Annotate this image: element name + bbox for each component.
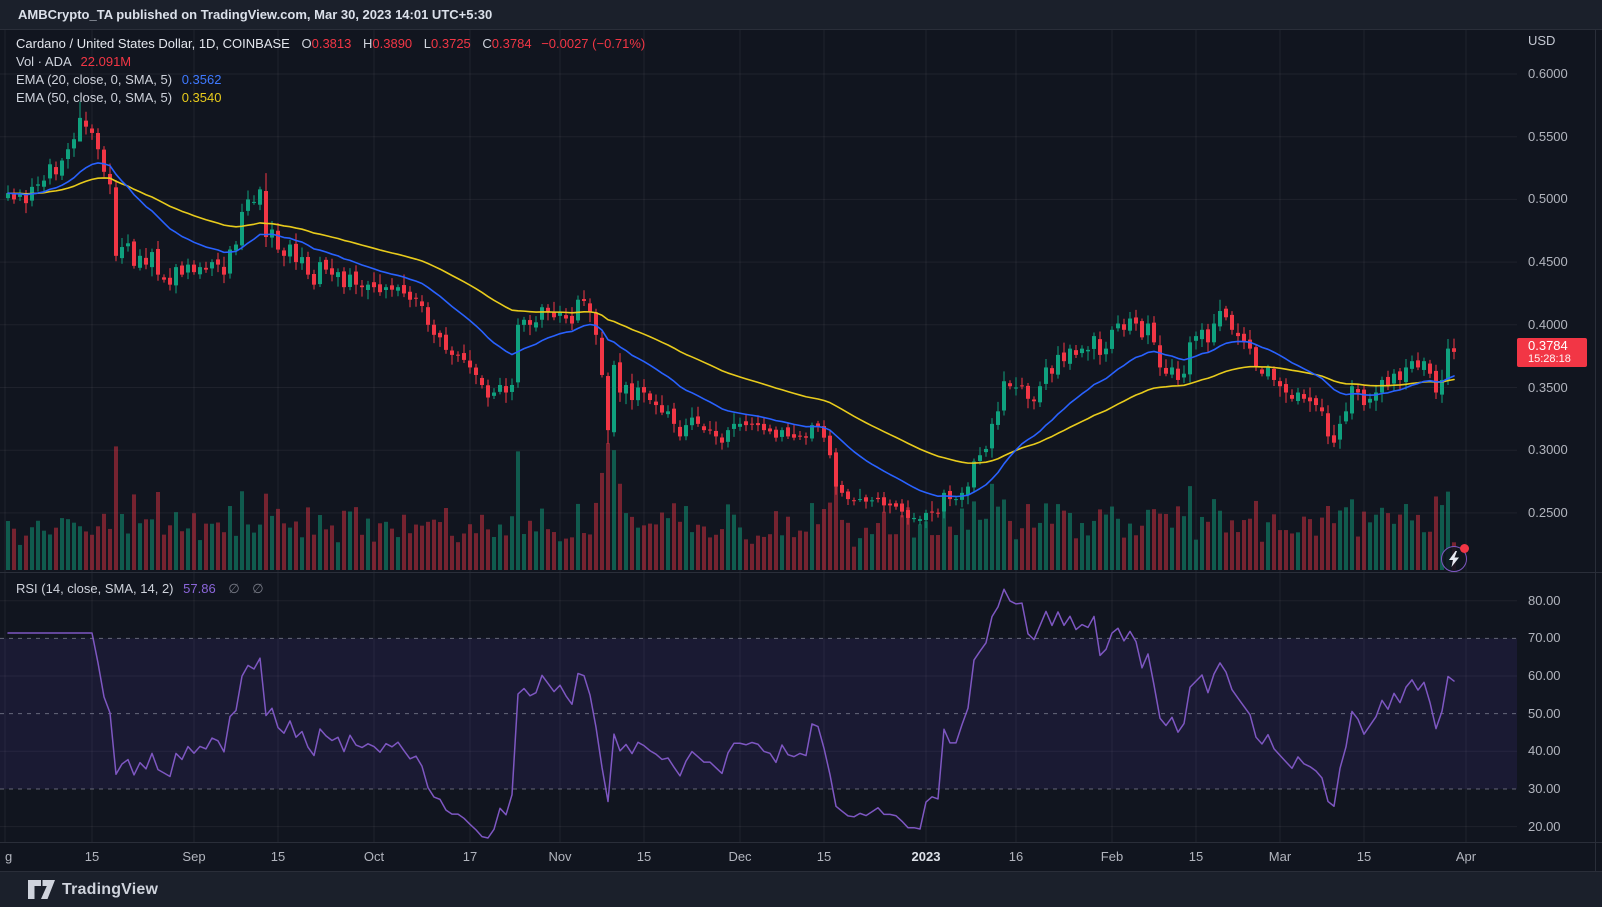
symbol-row: Cardano / United States Dollar, 1D, COIN… bbox=[16, 35, 645, 53]
time-axis-tick: Sep bbox=[182, 849, 206, 864]
price-axis-currency: USD bbox=[1528, 33, 1556, 48]
volume-value: 22.091M bbox=[80, 54, 132, 69]
price-axis-tick: 0.4000 bbox=[1528, 316, 1568, 332]
rsi-axis-tick: 30.00 bbox=[1528, 780, 1561, 796]
price-axis-tick: 0.4500 bbox=[1528, 254, 1568, 270]
rsi-hidden-plot-icon: ∅ bbox=[228, 581, 240, 596]
symbol-title[interactable]: Cardano / United States Dollar, 1D, COIN… bbox=[16, 36, 290, 51]
volume-row: Vol · ADA 22.091M bbox=[16, 53, 645, 71]
tradingview-logo[interactable]: TradingView bbox=[28, 880, 158, 899]
tradingview-logo-icon bbox=[28, 880, 55, 899]
tradingview-wordmark: TradingView bbox=[62, 880, 159, 898]
volume-label[interactable]: Vol · ADA bbox=[16, 54, 71, 69]
symbol-legend: Cardano / United States Dollar, 1D, COIN… bbox=[16, 35, 645, 107]
time-axis-tick: Dec bbox=[728, 849, 752, 864]
time-axis-tick: 16 bbox=[1008, 849, 1024, 864]
high-label: H bbox=[363, 36, 373, 51]
ema20-value: 0.3562 bbox=[181, 72, 222, 87]
price-axis-tick: 0.3000 bbox=[1528, 442, 1568, 458]
time-axis-tick: Mar bbox=[1268, 849, 1292, 864]
time-axis-tick: Oct bbox=[363, 849, 385, 864]
price-axis-tick: 0.6000 bbox=[1528, 66, 1568, 81]
change-value: −0.0027 (−0.71%) bbox=[541, 36, 646, 51]
lightning-quick-action-button[interactable] bbox=[1441, 544, 1469, 572]
time-axis-tick: 15 bbox=[636, 849, 652, 864]
time-axis-tick: 15 bbox=[816, 849, 832, 864]
rsi-axis-tick: 60.00 bbox=[1528, 668, 1561, 683]
candle-countdown: 15:28:18 bbox=[1528, 352, 1571, 365]
time-axis-tick: 15 bbox=[84, 849, 100, 864]
low-label: L bbox=[423, 36, 432, 51]
time-axis-tick: 17 bbox=[462, 849, 478, 864]
time-axis-tick: 15 bbox=[1188, 849, 1204, 864]
notification-dot bbox=[1460, 544, 1469, 553]
price-axis-tick: 0.5500 bbox=[1528, 128, 1568, 144]
open-label: O bbox=[301, 36, 312, 51]
publish-header: AMBCrypto_TA published on TradingView.co… bbox=[0, 0, 1602, 30]
rsi-axis-tick: 40.00 bbox=[1528, 743, 1561, 759]
time-axis-tick: Apr bbox=[1455, 849, 1477, 864]
rsi-axis-tick: 20.00 bbox=[1528, 818, 1561, 834]
ema50-value: 0.3540 bbox=[181, 90, 222, 105]
rsi-axis-tick: 50.00 bbox=[1528, 705, 1561, 721]
ema20-row: EMA (20, close, 0, SMA, 5) 0.3562 bbox=[16, 71, 645, 89]
rsi-legend: RSI (14, close, SMA, 14, 2) 57.86 ∅ ∅ bbox=[16, 581, 264, 597]
last-price-value: 0.3784 bbox=[1528, 337, 1568, 353]
price-axis-tick: 0.3500 bbox=[1528, 379, 1568, 395]
time-axis-tick: 15 bbox=[270, 849, 286, 864]
ema20-label[interactable]: EMA (20, close, 0, SMA, 5) bbox=[16, 72, 173, 87]
last-price-badge: 0.3784 15:28:18 bbox=[1517, 337, 1587, 367]
time-axis-tick: 15 bbox=[1356, 849, 1372, 864]
ema50-row: EMA (50, close, 0, SMA, 5) 0.3540 bbox=[16, 89, 645, 107]
low-value: 0.3725 bbox=[431, 36, 471, 51]
rsi-axis-tick: 70.00 bbox=[1528, 630, 1561, 646]
time-axis-tick: g bbox=[5, 849, 13, 864]
time-axis-tick: Feb bbox=[1100, 849, 1124, 864]
price-axis-tick: 0.2500 bbox=[1528, 504, 1568, 520]
rsi-axis-tick: 80.00 bbox=[1528, 592, 1561, 608]
rsi-label[interactable]: RSI (14, close, SMA, 14, 2) bbox=[16, 581, 174, 596]
close-label: C bbox=[482, 36, 492, 51]
price-axis-tick: 0.5000 bbox=[1528, 191, 1568, 207]
close-value: 0.3784 bbox=[491, 36, 532, 51]
publish-line: AMBCrypto_TA published on TradingView.co… bbox=[18, 7, 493, 22]
high-value: 0.3890 bbox=[372, 36, 413, 51]
open-value: 0.3813 bbox=[311, 36, 352, 51]
time-axis[interactable]: g 15 Sep 15 Oct 17 Nov 15 Dec 15 2023 16 Feb 15 Mar 15 A… bbox=[0, 849, 1602, 867]
footer: TradingView bbox=[0, 871, 1602, 907]
rsi-hidden-plot-icon: ∅ bbox=[252, 581, 264, 596]
time-axis-tick: 2023 bbox=[911, 849, 941, 864]
time-axis-tick: Nov bbox=[548, 849, 572, 864]
ema50-label[interactable]: EMA (50, close, 0, SMA, 5) bbox=[16, 90, 173, 105]
lightning-icon bbox=[1449, 551, 1459, 567]
rsi-value: 57.86 bbox=[183, 581, 216, 596]
